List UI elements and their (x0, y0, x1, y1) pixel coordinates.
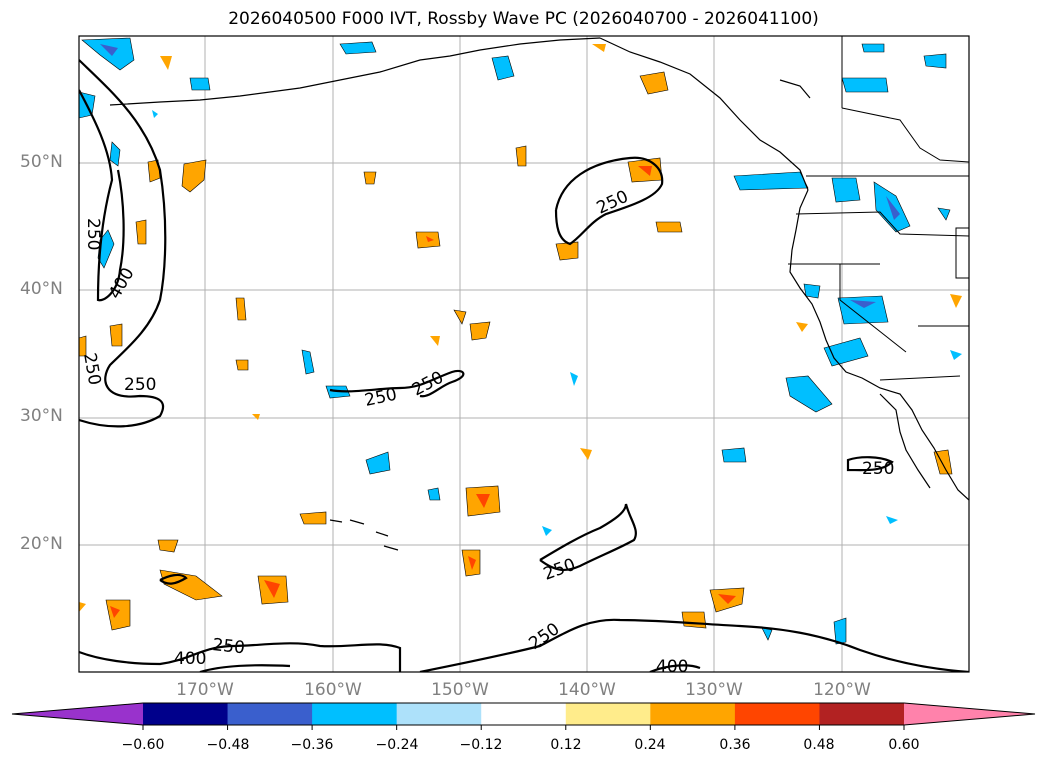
lon-label: 150°W (431, 680, 489, 700)
contour-label: 400 (656, 657, 688, 677)
contour-label: 250 (124, 375, 156, 395)
contour-label: 250 (363, 385, 399, 411)
colorbar-cell (312, 703, 398, 725)
colorbar-tick-label: 0.48 (803, 737, 835, 753)
lat-label: 50°N (20, 152, 63, 172)
colorbar-tick-label: 0.24 (634, 737, 666, 753)
contour-label: 400 (174, 649, 206, 669)
contour-label: 250 (79, 351, 104, 386)
rossby-wave-contours (79, 59, 969, 672)
contour-label: 250 (594, 187, 632, 219)
colorbar-tick-label: −0.48 (206, 737, 250, 753)
coastlines (109, 37, 969, 551)
colorbar-tick-label: 0.60 (888, 737, 920, 753)
negative-ivt-anomalies (79, 37, 962, 645)
colorbar-extend-high (904, 703, 1035, 725)
colorbar-cell (396, 703, 482, 725)
lat-label: 20°N (20, 534, 63, 554)
colorbar-tick-label: 0.36 (719, 737, 751, 753)
contour-label: 250 (83, 218, 103, 250)
colorbar-cell (650, 703, 736, 725)
colorbar-cell (734, 703, 820, 725)
colorbar-extend-low (12, 703, 143, 725)
contour-label: 400 (105, 264, 139, 302)
contour-label: 250 (862, 459, 894, 479)
plot-frame (78, 35, 970, 673)
colorbar-cell (481, 703, 567, 725)
lon-label: 140°W (558, 680, 616, 700)
colorbar-cell (565, 703, 651, 725)
colorbar-tick-label: −0.36 (290, 737, 334, 753)
contour-labels: 250 400 250 250 250 250 250 250 250 250 … (79, 187, 894, 677)
colorbar (11, 702, 1036, 730)
colorbar-cell (143, 703, 229, 725)
map-title: 2026040500 F000 IVT, Rossby Wave PC (202… (228, 9, 819, 29)
colorbar-tick-label: 0.12 (550, 737, 582, 753)
colorbar-cell (227, 703, 313, 725)
lon-label: 170°W (176, 680, 234, 700)
borders (788, 36, 969, 381)
lon-label: 160°W (304, 680, 362, 700)
colorbar-tick-label: −0.60 (121, 737, 165, 753)
lat-label: 40°N (20, 279, 63, 299)
contour-label: 250 (211, 635, 245, 658)
lon-label: 120°W (813, 680, 871, 700)
colorbar-cell (819, 703, 905, 725)
colorbar-tick-label: −0.12 (459, 737, 503, 753)
contour-label: 250 (541, 555, 578, 585)
colorbar-tick-label: −0.24 (375, 737, 419, 753)
positive-ivt-anomalies (79, 44, 962, 631)
lat-label: 30°N (20, 406, 63, 426)
lon-label: 130°W (685, 680, 743, 700)
